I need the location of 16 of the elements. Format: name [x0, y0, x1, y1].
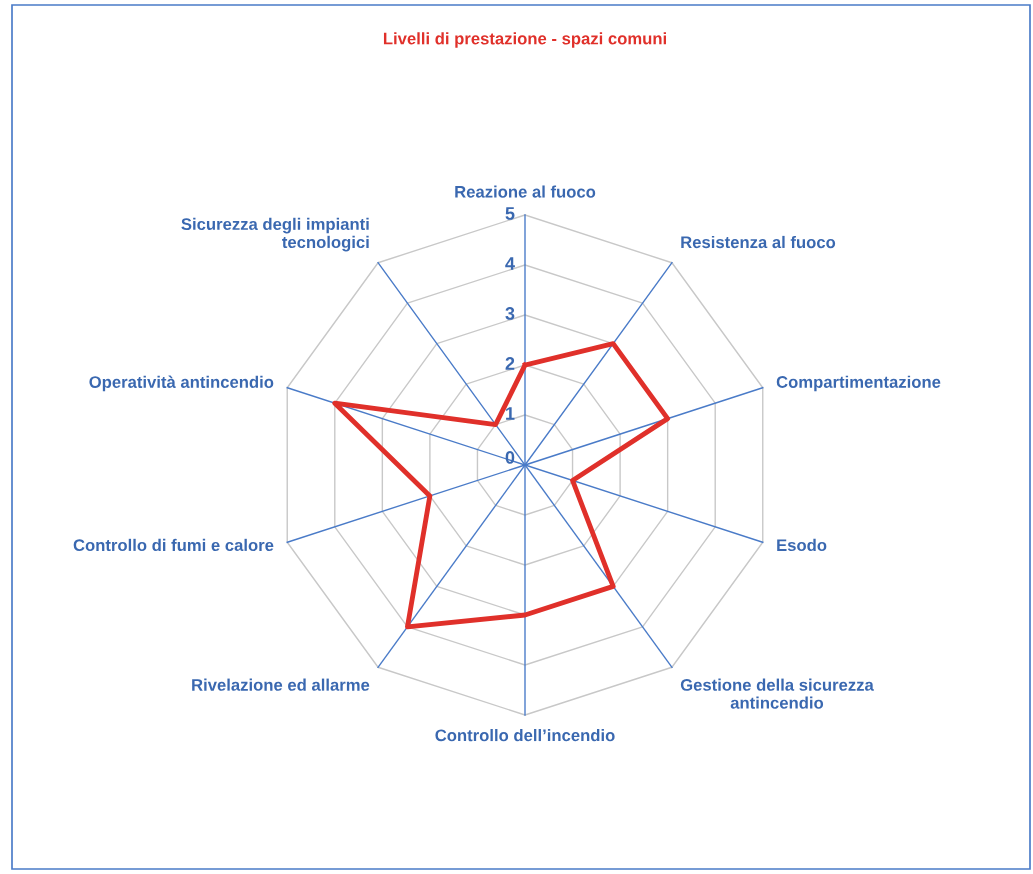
spoke-label: Reazione al fuoco: [455, 185, 596, 198]
chart-title: Livelli di prestazione - spazi comuni: [383, 32, 666, 48]
y-tick-label: 3: [505, 307, 515, 320]
spoke-label: Esodo: [777, 538, 827, 552]
spoke-label: Resistenza al fuoco: [681, 235, 836, 249]
spoke-label: Compartimentazione: [776, 375, 941, 392]
spoke-label: Gestione della sicurezza antincendio: [680, 678, 874, 709]
y-tick-label: 5: [505, 207, 515, 220]
spoke-label: Controllo di fumi e calore: [73, 538, 274, 552]
spoke-label: Controllo dell’incendio: [435, 729, 615, 742]
spoke-label: Rivelazione ed allarme: [192, 678, 370, 691]
spoke-label: Operatività antincendio: [89, 375, 274, 392]
y-tick-label: 2: [505, 357, 515, 370]
spoke-label: Sicurezza degli impianti tecnologici: [181, 217, 369, 252]
y-tick-label: 1: [506, 407, 515, 420]
y-tick-label: 4: [505, 257, 515, 270]
